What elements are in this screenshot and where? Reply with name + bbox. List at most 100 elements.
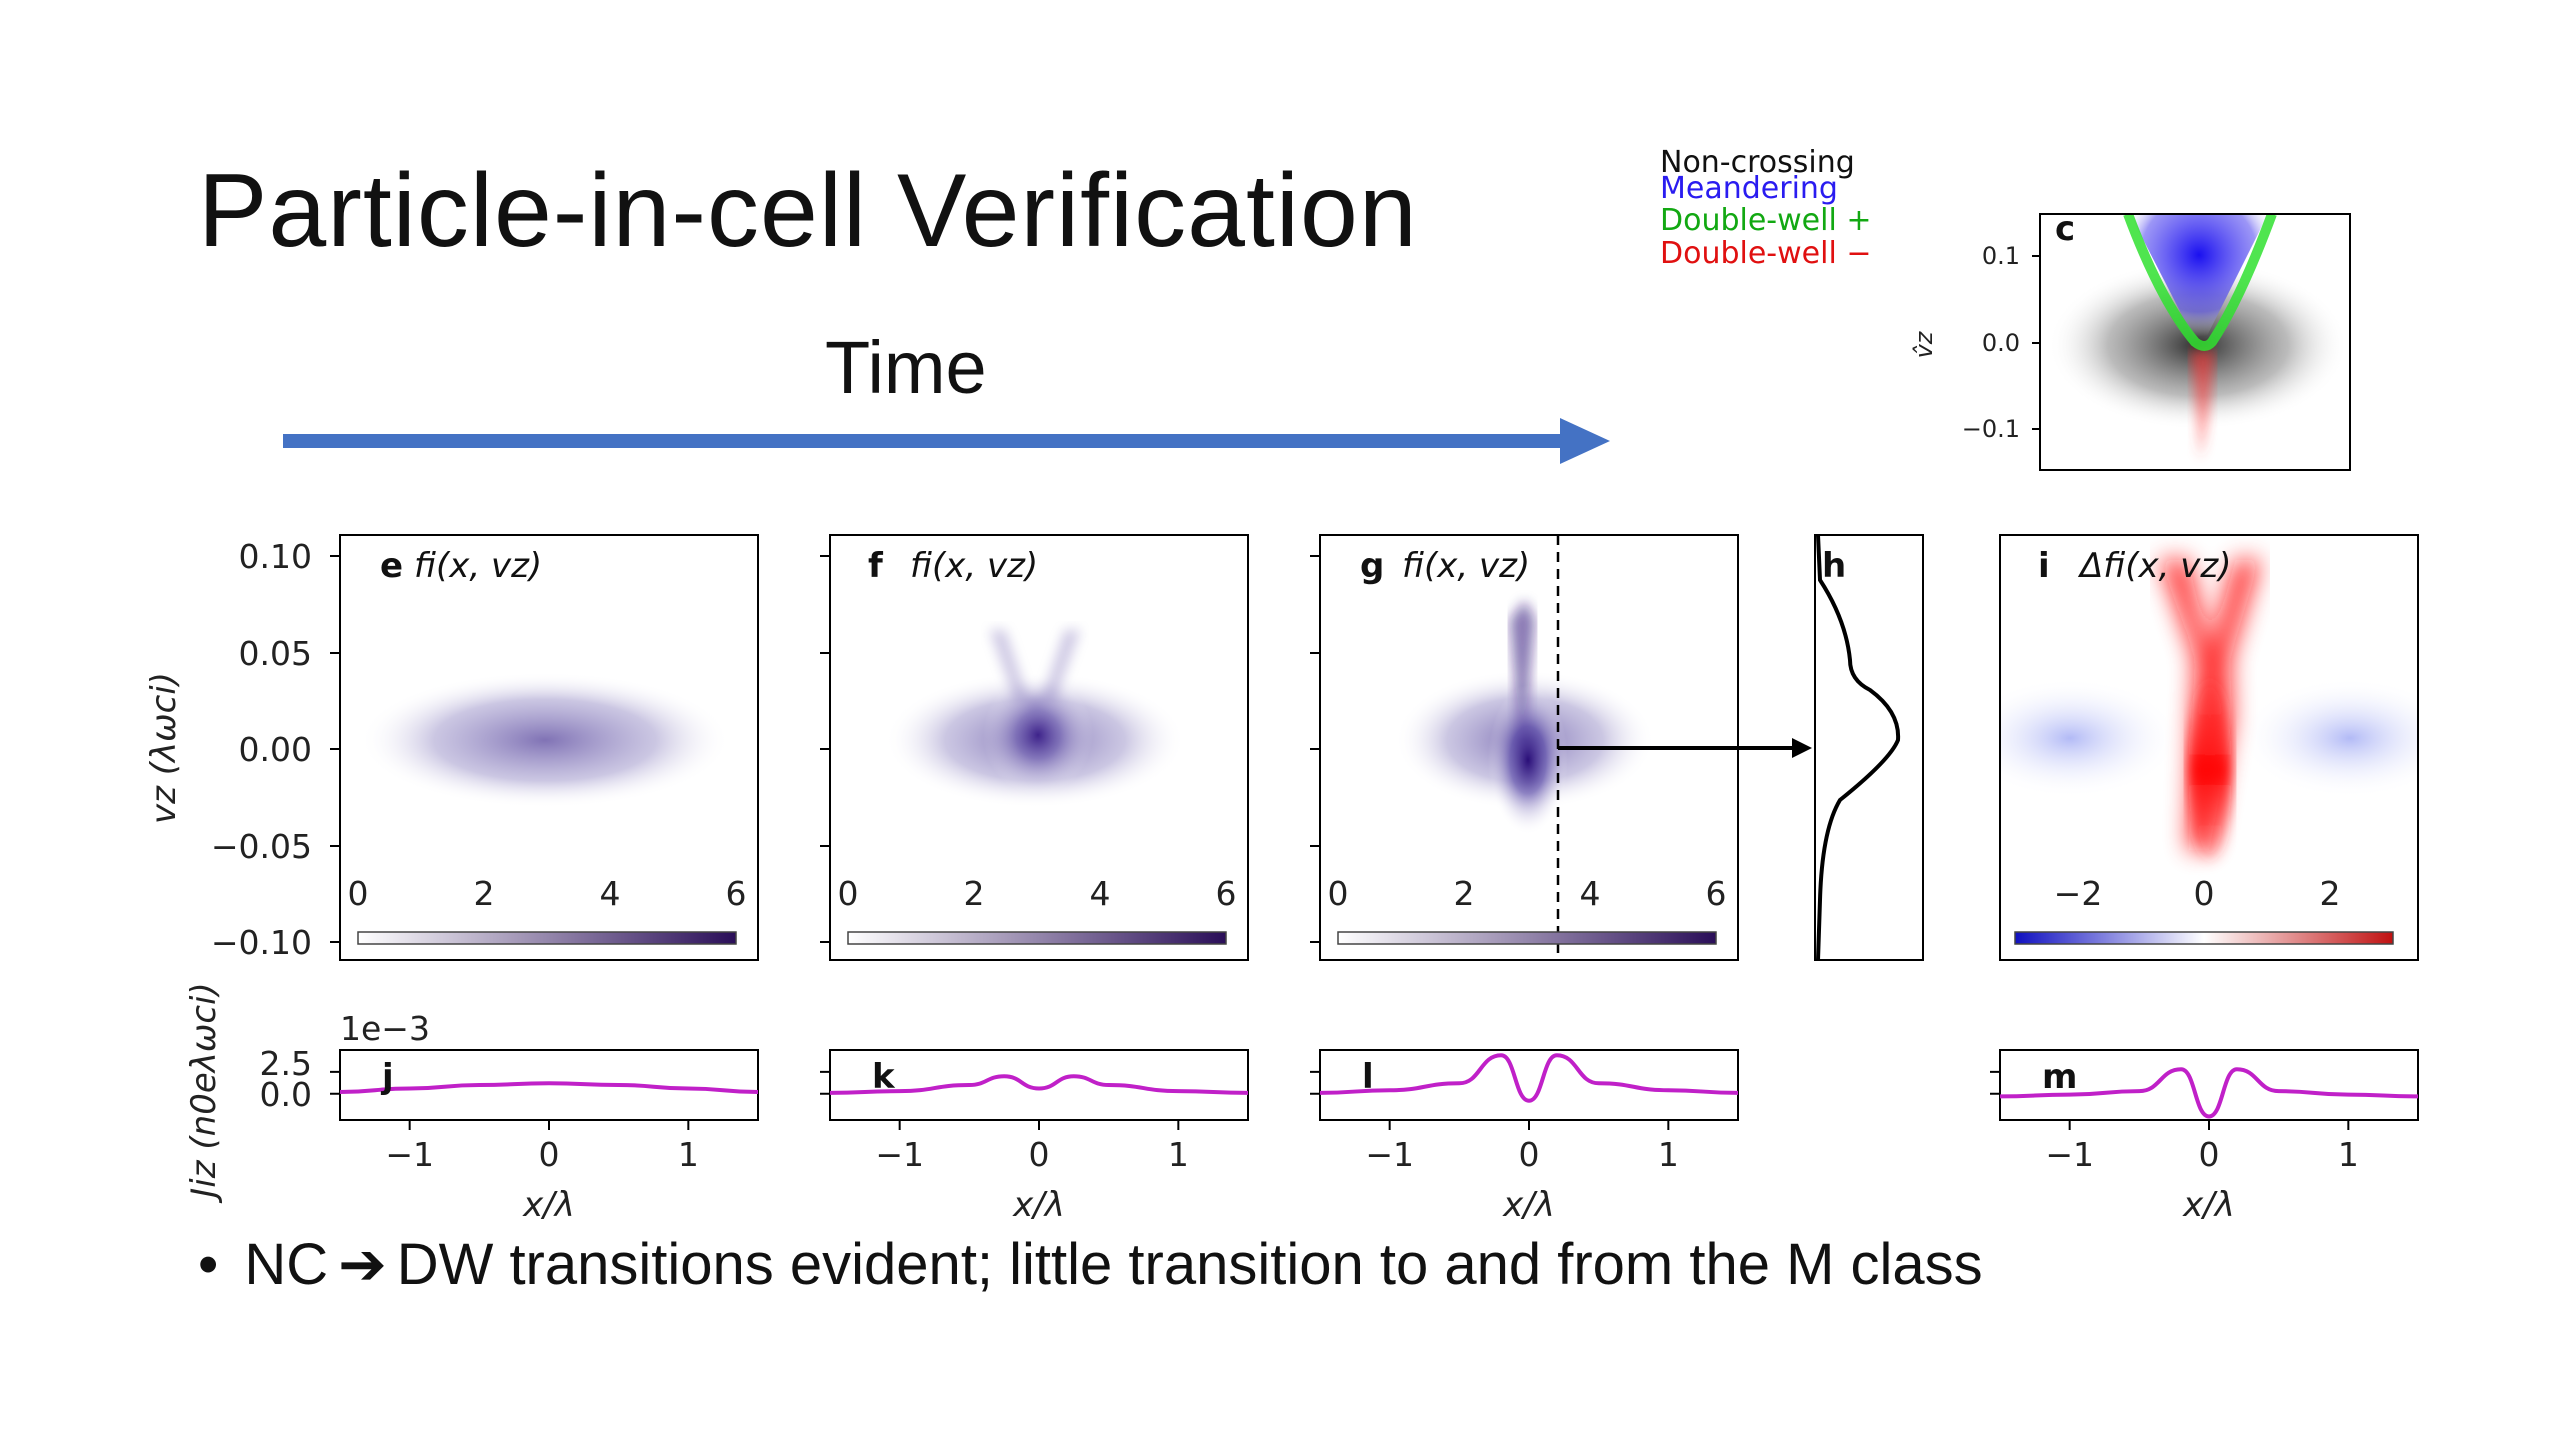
panel-i-frame <box>1999 534 2419 961</box>
panel-j-current-line <box>339 1081 759 1094</box>
panel-g-letter: g <box>1360 546 1384 586</box>
panel-h-letter: h <box>1822 546 1846 586</box>
panel-f-cbar-tick-0: 0 <box>838 874 859 913</box>
panel-k-letter: k <box>872 1057 896 1097</box>
panel-c-double-well-plus <box>2123 214 2277 351</box>
slide-title: Particle-in-cell Verification <box>198 153 1418 269</box>
heavy-right-arrow-icon: ➔ <box>338 1232 387 1297</box>
panel-l-xtick-0: −1 <box>1365 1135 1414 1174</box>
panel-h-profile-line <box>1816 534 1901 961</box>
legend: Non-crossing Meandering Double-well + Do… <box>1660 145 1871 271</box>
panel-i-cbar-tick-2: 2 <box>2320 874 2341 913</box>
panel-e-ytick-4: −0.10 <box>211 923 312 962</box>
panel-e-cbar-tick-1: 2 <box>474 874 495 913</box>
current-ylabel: Jiz (n0eλωci) <box>184 982 224 1204</box>
panel-i-negative-right <box>2240 678 2418 798</box>
panel-c-ytick-2: −0.1 <box>1962 415 2020 443</box>
panel-l-xlabel: x/λ <box>1502 1185 1555 1225</box>
panel-f-title: fi(x, vz) <box>910 546 1038 586</box>
panel-h-frame <box>1814 534 1924 961</box>
panel-e-cbar-tick-0: 0 <box>348 874 369 913</box>
panel-f-distribution <box>983 675 1093 795</box>
panel-g-cbar-tick-0: 0 <box>1328 874 1349 913</box>
bullet-point: • NC ➔ DW transitions evident; little trans… <box>198 1230 1983 1298</box>
panel-e-ytick-2: 0.00 <box>239 730 312 769</box>
current-ytick-0: 2.5 <box>260 1044 312 1083</box>
panel-f-frame <box>829 534 1249 961</box>
panel-g-title: fi(x, vz) <box>1402 546 1530 586</box>
panel-e-cbar-tick-2: 4 <box>600 874 621 913</box>
panel-e-frame <box>339 534 759 961</box>
panel-l-frame <box>1319 1049 1739 1121</box>
panel-g-cbar-tick-3: 6 <box>1706 874 1727 913</box>
panel-c-ytick-0: 0.1 <box>1982 242 2020 270</box>
panel-c-ytick-1: 0.0 <box>1982 329 2020 357</box>
panel-k-xlabel: x/λ <box>1012 1185 1065 1225</box>
panel-g-colorbar <box>1337 931 1717 945</box>
panel-k-xtick-0: −1 <box>875 1135 924 1174</box>
panel-g-distribution <box>1488 685 1568 835</box>
panel-i-title: Δfi(x, vz) <box>2077 546 2231 586</box>
time-label: Time <box>825 326 987 409</box>
legend-non-crossing: Non-crossing <box>1660 145 1855 180</box>
panel-j-xtick-0: −1 <box>385 1135 434 1174</box>
bullet-nc: NC <box>244 1232 329 1297</box>
panel-c: c 0.1 0.0 −0.1 v̂z <box>1910 209 2351 471</box>
panel-m-xtick-0: −1 <box>2045 1135 2094 1174</box>
legend-meandering: Meandering <box>1660 171 1838 206</box>
panel-e-title: fi(x, vz) <box>414 546 542 586</box>
panel-c-double-well-minus <box>2190 350 2215 460</box>
panel-i-colorbar <box>2014 931 2394 945</box>
panel-e-ytick-3: −0.05 <box>211 827 312 866</box>
panel-e-cbar-tick-3: 6 <box>726 874 747 913</box>
panel-i-cbar-tick-1: 0 <box>2194 874 2215 913</box>
panel-l-current-line <box>1319 1053 1739 1103</box>
panel-e-letter: e <box>380 546 403 586</box>
time-arrow <box>283 418 1610 464</box>
panel-g: g fi(x, vz) 0 2 4 6 <box>1310 534 1739 961</box>
panel-m-xtick-1: 0 <box>2199 1135 2220 1174</box>
panel-f-colorbar <box>847 931 1227 945</box>
panel-h: h <box>1814 534 1924 961</box>
panel-m-current-line <box>1999 1067 2419 1119</box>
panel-k-xtick-1: 0 <box>1029 1135 1050 1174</box>
legend-double-well-plus: Double-well + <box>1660 203 1871 238</box>
panel-m-xlabel: x/λ <box>2182 1185 2235 1225</box>
panel-f-cbar-tick-1: 2 <box>964 874 985 913</box>
current-ytick-1: 0.0 <box>260 1075 312 1114</box>
panel-j-xlabel: x/λ <box>522 1185 575 1225</box>
bullet-text: DW transitions evident; little transitio… <box>396 1232 1983 1297</box>
panel-c-meandering-region <box>2130 214 2268 350</box>
panel-i: i Δfi(x, vz) −2 0 2 <box>1999 534 2419 961</box>
bullet-marker: • <box>198 1232 219 1297</box>
panel-c-letter: c <box>2055 209 2075 249</box>
panel-f-letter: f <box>868 546 884 586</box>
panel-j-letter: j <box>380 1057 394 1097</box>
panel-l-letter: l <box>1362 1057 1374 1097</box>
panel-j-xtick-1: 0 <box>539 1135 560 1174</box>
panel-m-xtick-2: 1 <box>2338 1135 2359 1174</box>
panel-j-xtick-2: 1 <box>678 1135 699 1174</box>
panel-c-ylabel: v̂z <box>1910 330 1938 358</box>
panel-f-cbar-tick-2: 4 <box>1090 874 1111 913</box>
panel-e-ylabel: vz (λωci) <box>144 672 184 824</box>
legend-double-well-minus: Double-well − <box>1660 236 1871 271</box>
panel-i-cbar-tick-0: −2 <box>2054 874 2103 913</box>
panel-l-xtick-1: 0 <box>1519 1135 1540 1174</box>
panel-g-cbar-tick-1: 2 <box>1454 874 1475 913</box>
panel-e-distribution <box>360 672 730 808</box>
panel-f-cbar-tick-3: 6 <box>1216 874 1237 913</box>
panel-i-negative-left <box>2000 678 2180 798</box>
panel-i-letter: i <box>2038 546 2050 586</box>
panel-g-cbar-tick-2: 4 <box>1580 874 1601 913</box>
panel-l-xtick-2: 1 <box>1658 1135 1679 1174</box>
panel-e: e fi(x, vz) 0 2 4 6 0.10 0.05 0.00 −0.05… <box>144 534 759 962</box>
panel-k-xtick-2: 1 <box>1168 1135 1189 1174</box>
panel-f: f fi(x, vz) 0 2 4 6 <box>820 534 1249 961</box>
current-multiplier: 1e−3 <box>340 1009 430 1048</box>
panel-k-current-line <box>829 1074 1249 1095</box>
panel-e-ytick-1: 0.05 <box>239 634 312 673</box>
panel-e-ytick-0: 0.10 <box>239 537 312 576</box>
panel-e-colorbar <box>357 931 737 945</box>
